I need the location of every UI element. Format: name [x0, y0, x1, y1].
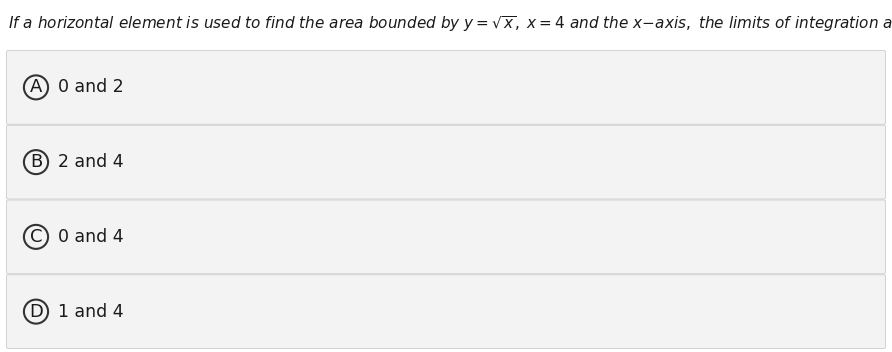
Text: 0 and 2: 0 and 2: [58, 78, 124, 96]
Ellipse shape: [24, 225, 48, 249]
FancyBboxPatch shape: [6, 200, 886, 274]
Text: 0 and 4: 0 and 4: [58, 228, 124, 246]
Ellipse shape: [24, 300, 48, 323]
Ellipse shape: [24, 75, 48, 99]
Text: 2 and 4: 2 and 4: [58, 153, 124, 171]
FancyBboxPatch shape: [6, 50, 886, 124]
Text: C: C: [29, 228, 42, 246]
Text: $\mathit{If\ a\ horizontal\ element\ is\ used\ to\ find\ the\ area\ bounded\ by}: $\mathit{If\ a\ horizontal\ element\ is\…: [8, 14, 892, 34]
Ellipse shape: [24, 150, 48, 174]
Text: B: B: [29, 153, 42, 171]
FancyBboxPatch shape: [6, 125, 886, 199]
FancyBboxPatch shape: [6, 275, 886, 348]
Text: 1 and 4: 1 and 4: [58, 303, 124, 321]
Text: D: D: [29, 303, 43, 321]
Text: A: A: [29, 78, 42, 96]
